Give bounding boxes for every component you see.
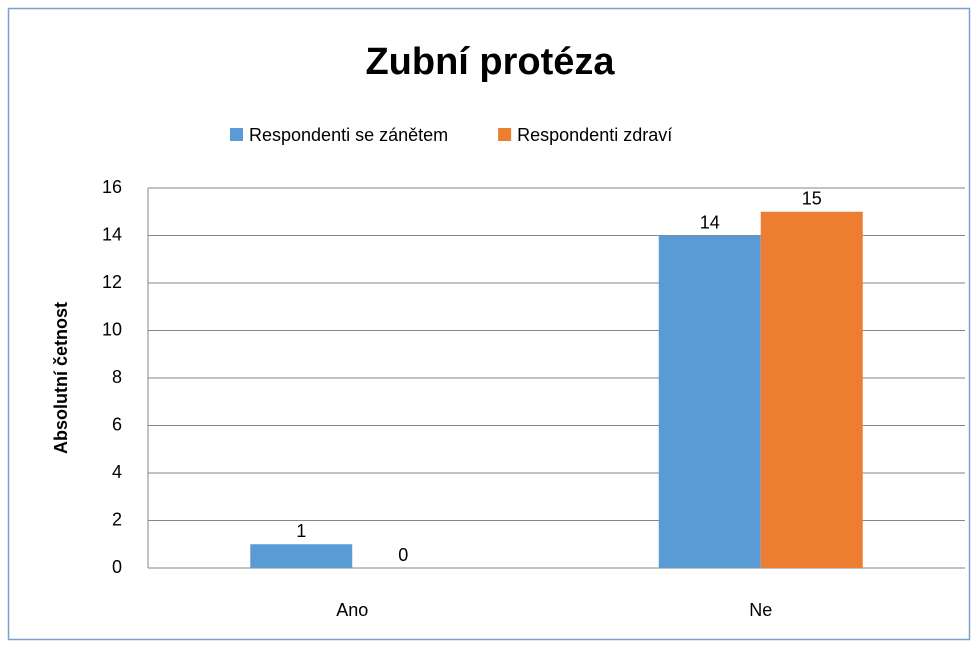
data-label: 15 [802,189,822,209]
bar [658,235,761,568]
legend-label: Respondenti se zánětem [249,125,448,145]
y-tick-label: 2 [112,509,122,529]
legend-label: Respondenti zdraví [517,125,672,145]
y-tick-label: 10 [102,319,122,339]
y-tick-label: 4 [112,462,122,482]
legend-swatch [230,128,243,141]
data-label: 0 [398,545,408,565]
x-tick-label: Ne [749,600,772,620]
y-tick-label: 12 [102,272,122,292]
bar [250,544,353,568]
data-label: 14 [700,212,720,232]
y-axis-label: Absolutní četnost [51,302,71,454]
y-tick-label: 8 [112,367,122,387]
y-tick-label: 16 [102,177,122,197]
y-tick-label: 6 [112,414,122,434]
y-tick-label: 14 [102,224,122,244]
legend-swatch [498,128,512,141]
chart-title: Zubní protéza [365,41,615,83]
x-tick-label: Ano [336,600,368,620]
y-tick-label: 0 [112,557,122,577]
data-label: 1 [296,521,306,541]
bar [760,211,863,568]
